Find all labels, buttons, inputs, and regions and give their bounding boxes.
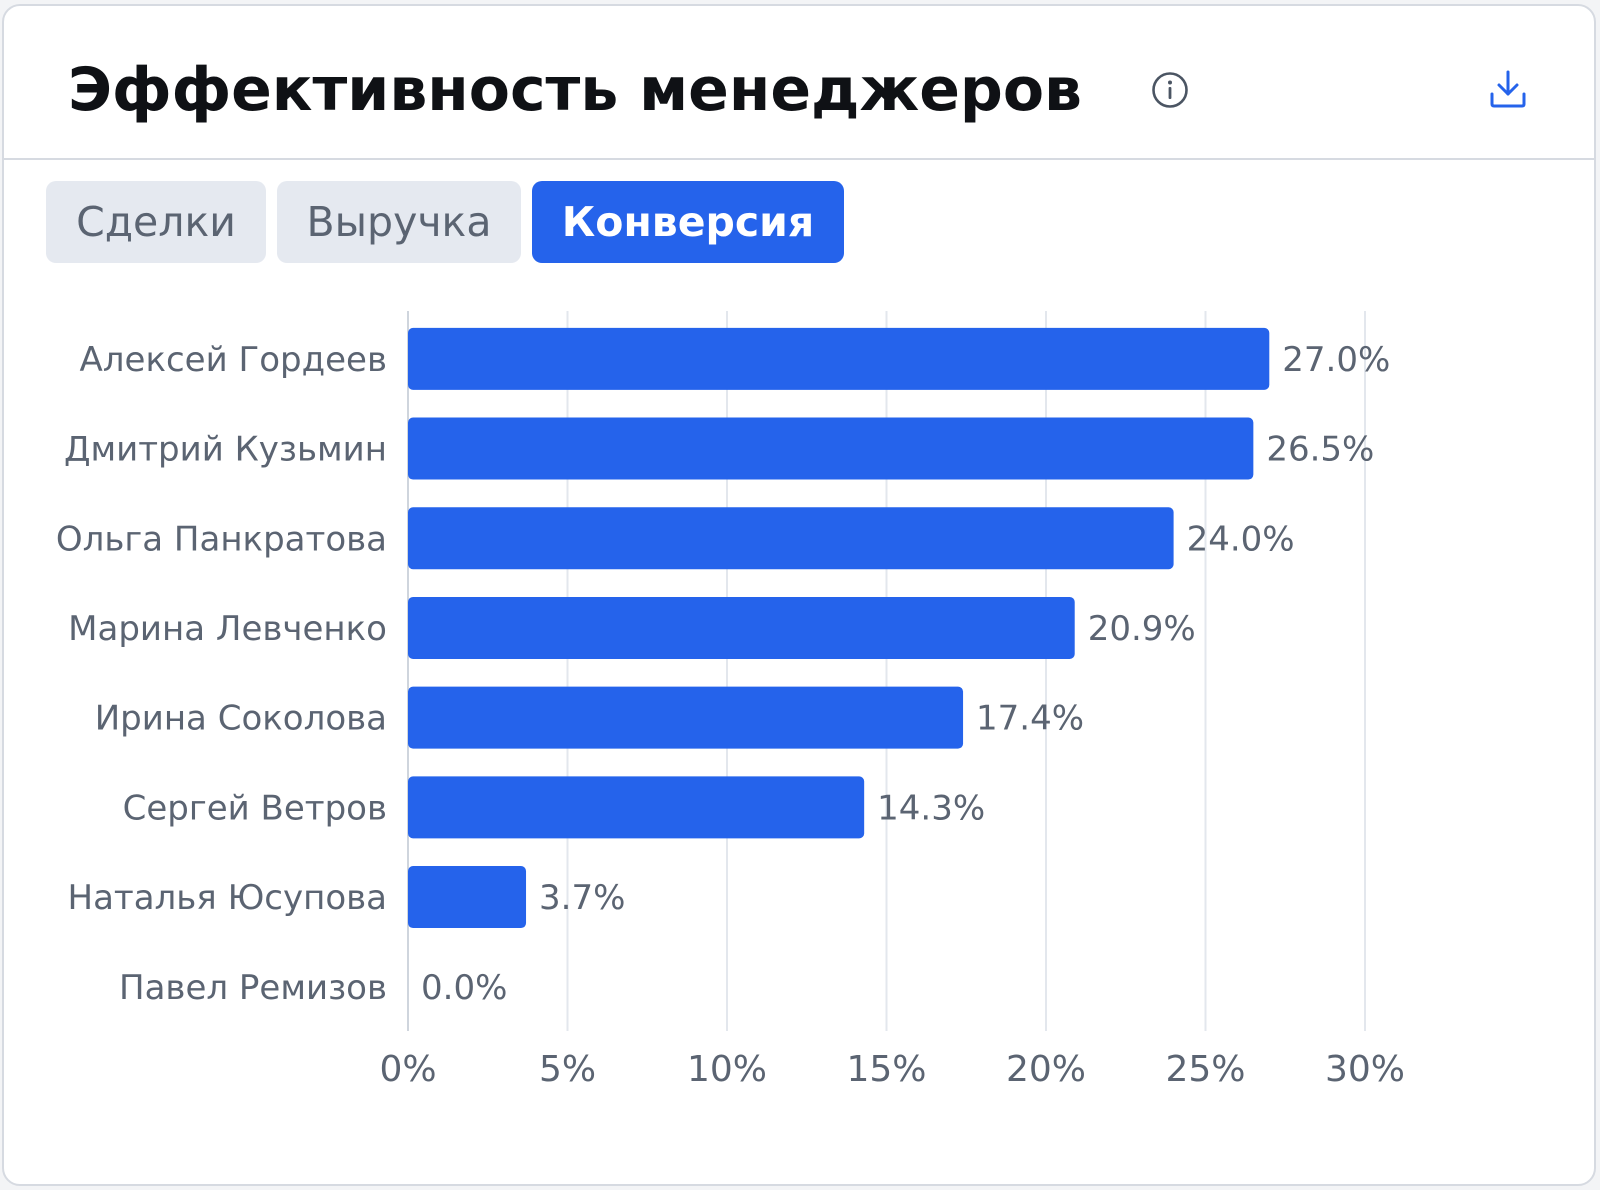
bar [408,327,1270,390]
category-label: Дмитрий Кузьмин [64,430,387,470]
tab-revenue-label: Выручка [306,198,492,246]
category-label: Павел Ремизов [119,968,387,1008]
download-button[interactable] [1484,66,1532,114]
conversion-bar-chart: 0% 5% 10% 15% 20% 25% 30% Алексей Гордеев 27.0% Д… [56,311,1405,1090]
tab-conversion-label: Конверсия [561,198,815,246]
category-label: Алексей Гордеев [80,340,387,380]
category-label: Ирина Соколова [95,699,387,739]
x-tick-label: 25% [1165,1049,1245,1090]
category-label: Наталья Юсупова [68,878,388,918]
info-icon[interactable] [1150,70,1190,110]
value-label: 27.0% [1282,340,1390,380]
x-tick-label: 5% [539,1049,596,1090]
category-label: Марина Левченко [68,609,387,649]
download-icon [1490,70,1526,108]
tab-conversion[interactable]: Конверсия [532,181,844,263]
value-label: 17.4% [976,699,1084,739]
category-label: Сергей Ветров [123,788,387,828]
value-label: 14.3% [877,788,985,828]
x-tick-label: 20% [1006,1049,1086,1090]
x-tick-label: 30% [1325,1049,1405,1090]
value-label: 3.7% [539,878,625,918]
tab-revenue[interactable]: Выручка [277,181,521,263]
value-label: 20.9% [1088,609,1196,649]
category-label: Ольга Панкратова [56,519,387,559]
x-tick-label: 15% [846,1049,926,1090]
tab-deals[interactable]: Сделки [46,181,266,263]
card-header: Эффективность менеджеров [4,6,1594,160]
card-title: Эффективность менеджеров [68,55,1083,125]
bar [408,866,527,929]
x-tick-label: 10% [687,1049,767,1090]
x-tick-label: 0% [379,1049,436,1090]
bar [408,507,1174,570]
bar [408,686,964,749]
value-label: 24.0% [1187,519,1295,559]
value-label: 26.5% [1266,430,1374,470]
manager-performance-card: Эффективность менеджеров Сделки Выручка … [2,4,1596,1186]
value-label: 0.0% [421,968,507,1008]
tab-deals-label: Сделки [76,198,236,246]
bar [408,776,865,839]
bar [408,596,1075,659]
bar [408,417,1254,480]
